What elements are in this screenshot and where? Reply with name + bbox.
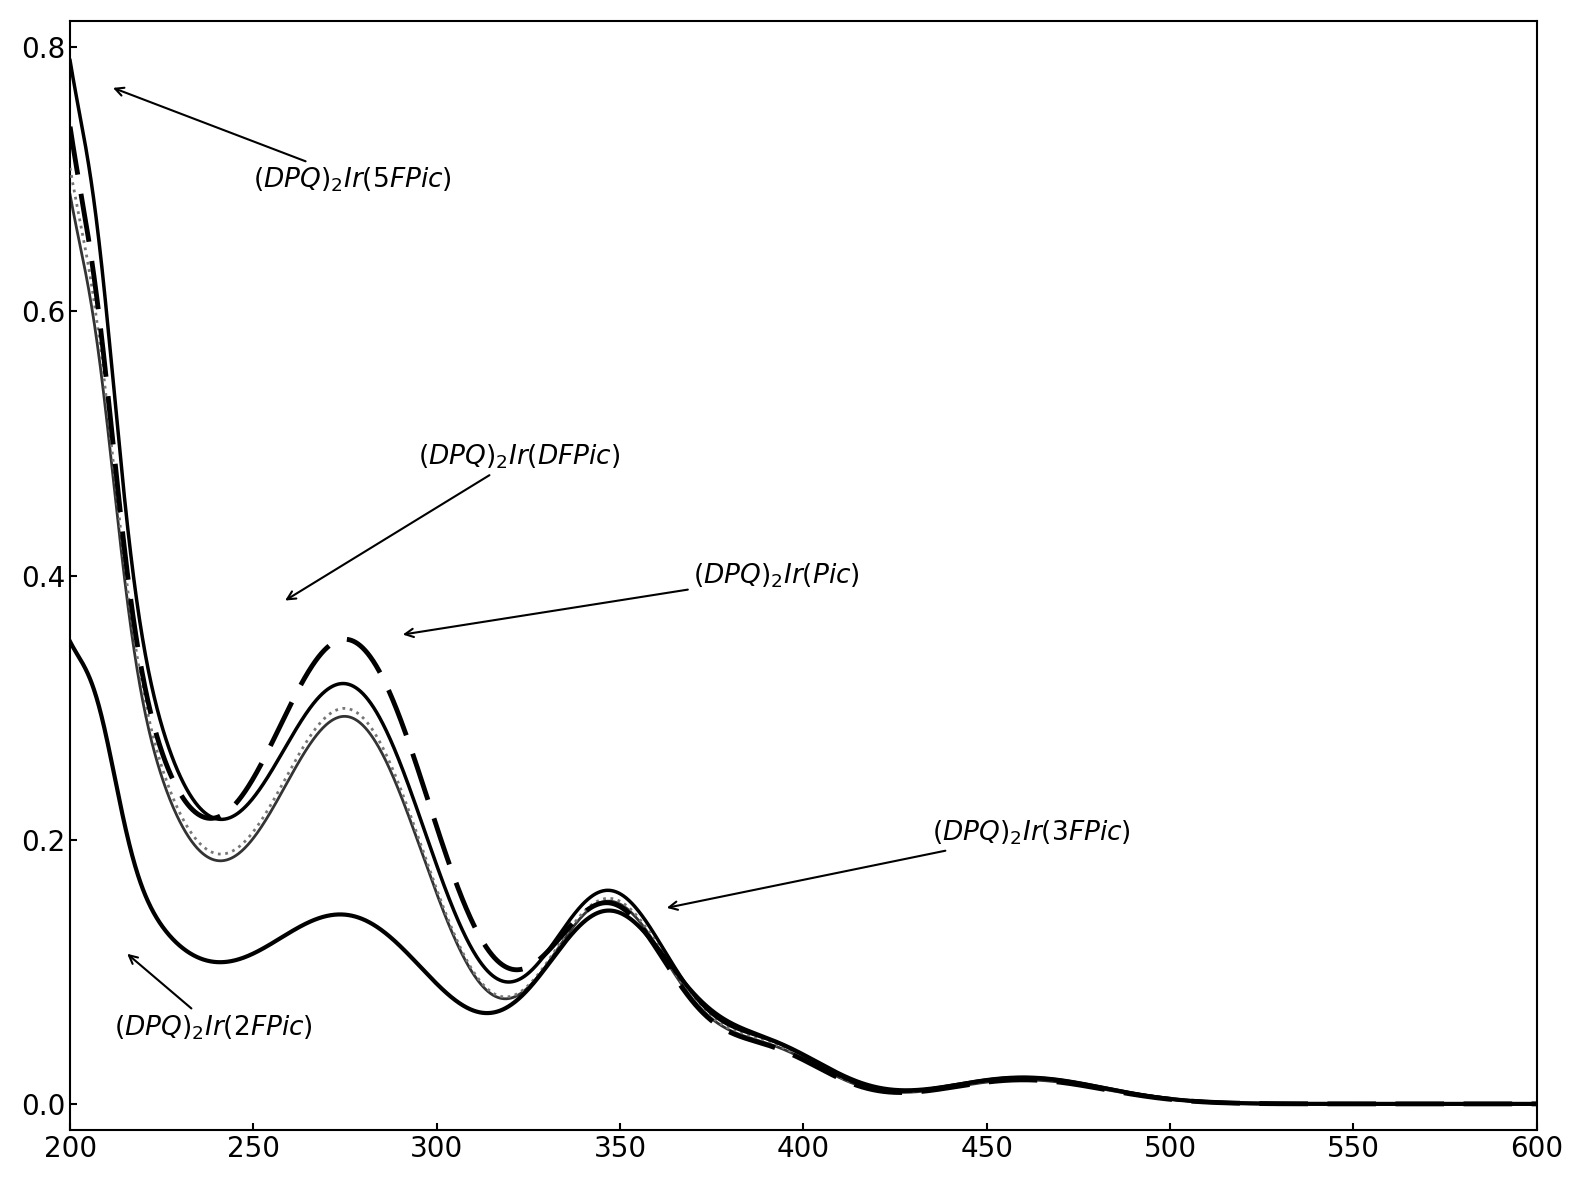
Text: $(DPQ)_2Ir(Pic)$: $(DPQ)_2Ir(Pic)$	[406, 561, 860, 637]
Text: $(DPQ)_2Ir(5FPic)$: $(DPQ)_2Ir(5FPic)$	[116, 88, 453, 193]
Text: $(DPQ)_2Ir(DFPic)$: $(DPQ)_2Ir(DFPic)$	[287, 443, 621, 599]
Text: $(DPQ)_2Ir(3FPic)$: $(DPQ)_2Ir(3FPic)$	[668, 819, 1131, 909]
Text: $(DPQ)_2Ir(2FPic)$: $(DPQ)_2Ir(2FPic)$	[114, 955, 314, 1042]
